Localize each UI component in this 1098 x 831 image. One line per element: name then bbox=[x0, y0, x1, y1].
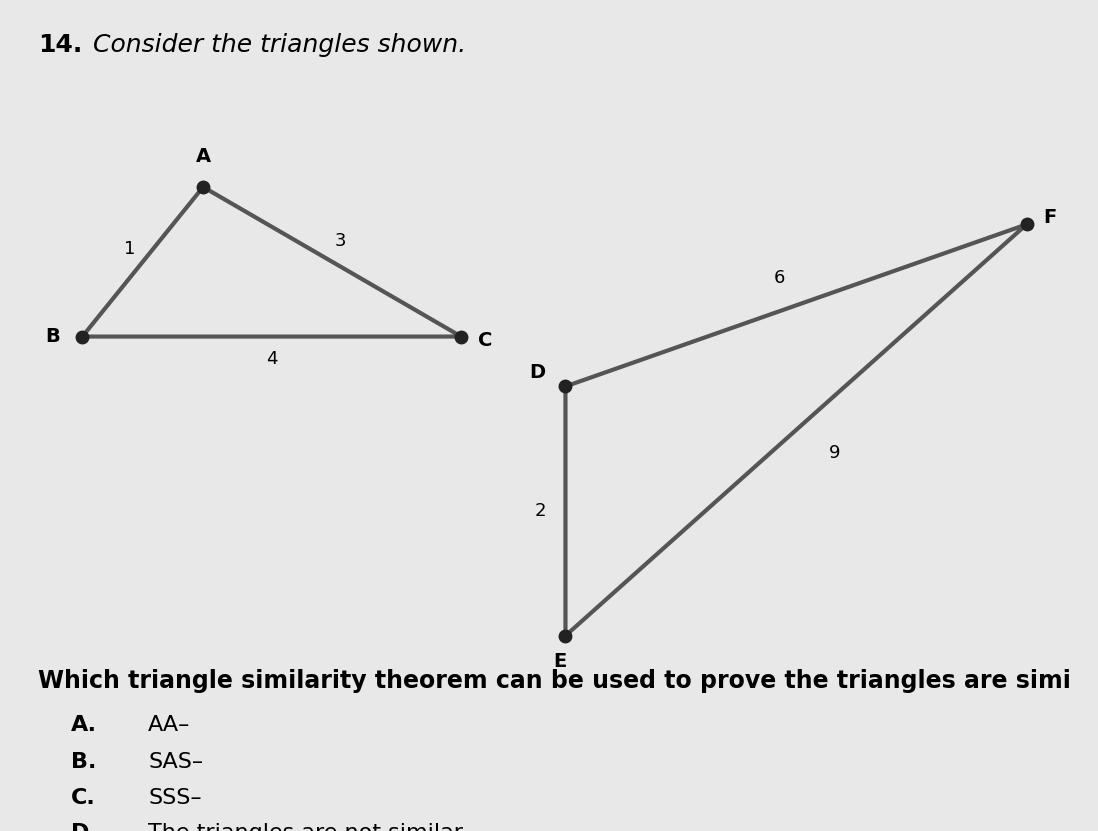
Text: 3: 3 bbox=[335, 232, 346, 250]
Text: B: B bbox=[46, 327, 60, 346]
Text: 6: 6 bbox=[774, 269, 785, 288]
Text: Which triangle similarity theorem can be used to prove the triangles are simi: Which triangle similarity theorem can be… bbox=[38, 669, 1072, 693]
Text: 4: 4 bbox=[267, 350, 278, 368]
Text: C.: C. bbox=[71, 788, 97, 808]
Text: 1: 1 bbox=[124, 240, 135, 258]
Text: 2: 2 bbox=[535, 502, 546, 520]
Text: F: F bbox=[1043, 209, 1056, 227]
Text: 9: 9 bbox=[829, 444, 840, 462]
Text: A: A bbox=[195, 147, 211, 166]
Text: A.: A. bbox=[71, 715, 98, 735]
Text: AA–: AA– bbox=[148, 715, 191, 735]
Text: 14.: 14. bbox=[38, 33, 82, 57]
Text: B.: B. bbox=[71, 752, 97, 772]
Text: SAS–: SAS– bbox=[148, 752, 203, 772]
Text: D: D bbox=[529, 363, 546, 381]
Text: C: C bbox=[478, 332, 492, 350]
Text: E: E bbox=[553, 652, 567, 671]
Text: D.: D. bbox=[71, 823, 98, 831]
Text: SSS–: SSS– bbox=[148, 788, 202, 808]
Text: The triangles are not similar.: The triangles are not similar. bbox=[148, 823, 468, 831]
Text: Consider the triangles shown.: Consider the triangles shown. bbox=[93, 33, 467, 57]
